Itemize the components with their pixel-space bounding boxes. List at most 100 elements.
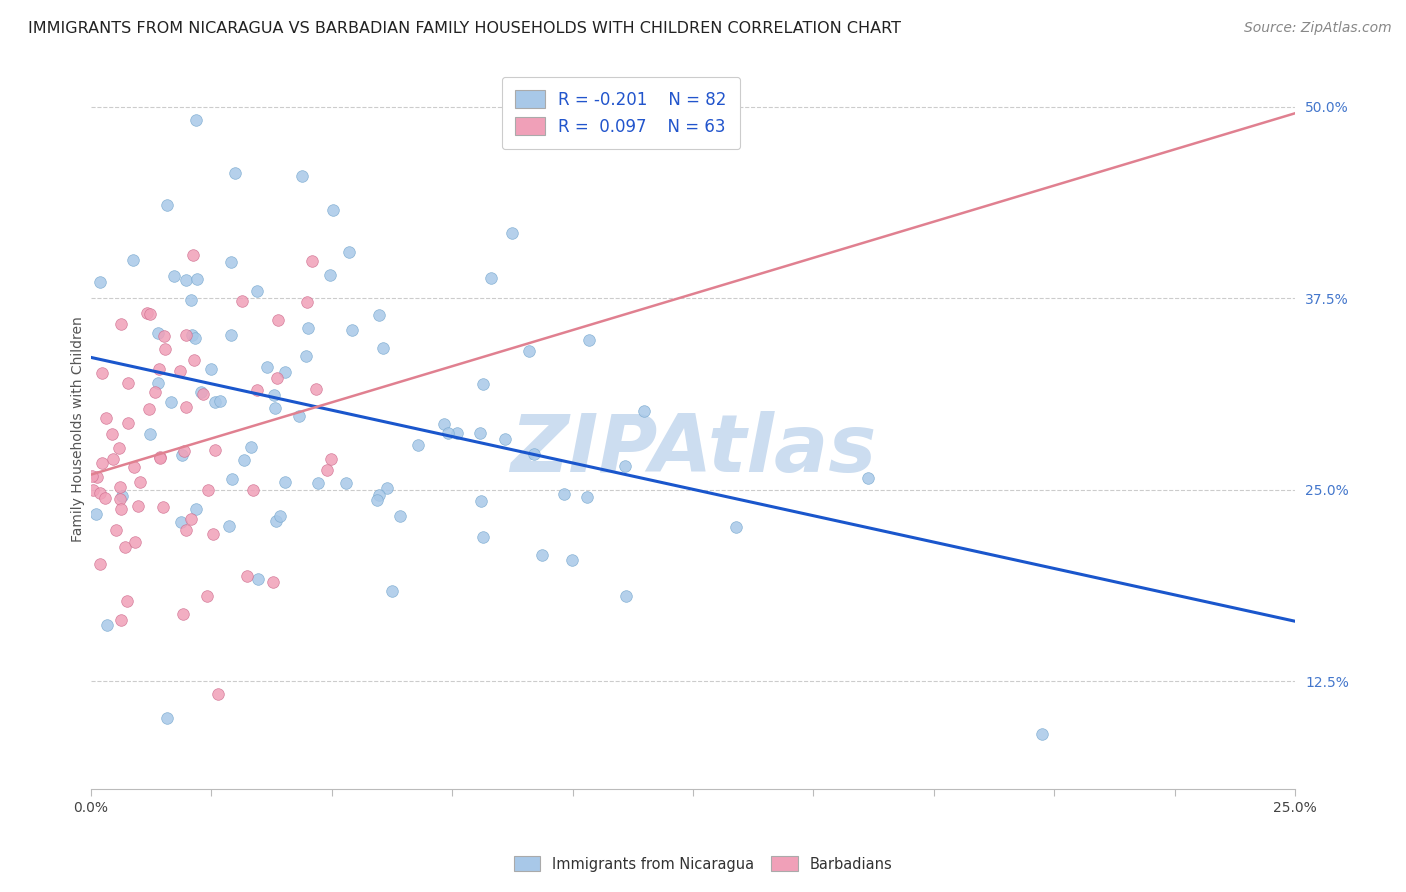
- Point: [242, 483, 264, 498]
- Point: [614, 459, 637, 474]
- Point: [108, 480, 131, 494]
- Point: [110, 501, 132, 516]
- Point: [339, 245, 361, 260]
- Point: [576, 490, 599, 504]
- Point: [89, 486, 111, 500]
- Point: [264, 401, 287, 415]
- Point: [149, 450, 172, 464]
- Point: [207, 687, 229, 701]
- Point: [724, 520, 747, 534]
- Point: [155, 342, 177, 356]
- Point: [108, 491, 131, 506]
- Point: [479, 271, 502, 285]
- Point: [127, 499, 149, 513]
- Point: [436, 425, 458, 440]
- Point: [204, 442, 226, 457]
- Point: [256, 359, 278, 374]
- Point: [614, 589, 637, 603]
- Point: [263, 388, 285, 402]
- Point: [291, 169, 314, 183]
- Point: [110, 317, 132, 331]
- Point: [246, 284, 269, 298]
- Point: [115, 594, 138, 608]
- Point: [218, 519, 240, 533]
- Point: [553, 487, 575, 501]
- Point: [143, 384, 166, 399]
- Point: [200, 361, 222, 376]
- Point: [245, 383, 267, 397]
- Point: [111, 489, 134, 503]
- Point: [501, 226, 523, 240]
- Point: [472, 376, 495, 391]
- Point: [153, 329, 176, 343]
- Point: [530, 548, 553, 562]
- Point: [155, 711, 177, 725]
- Point: [247, 572, 270, 586]
- Point: [183, 248, 205, 262]
- Point: [197, 483, 219, 497]
- Point: [274, 475, 297, 489]
- Point: [301, 254, 323, 268]
- Text: IMMIGRANTS FROM NICARAGUA VS BARBADIAN FAMILY HOUSEHOLDS WITH CHILDREN CORRELATI: IMMIGRANTS FROM NICARAGUA VS BARBADIAN F…: [28, 21, 901, 36]
- Point: [160, 394, 183, 409]
- Y-axis label: Family Households with Children: Family Households with Children: [72, 316, 86, 541]
- Point: [174, 327, 197, 342]
- Point: [273, 365, 295, 379]
- Point: [122, 253, 145, 268]
- Point: [94, 491, 117, 505]
- Point: [578, 333, 600, 347]
- Point: [170, 448, 193, 462]
- Point: [232, 453, 254, 467]
- Point: [96, 618, 118, 632]
- Point: [180, 293, 202, 307]
- Point: [288, 409, 311, 423]
- Text: ZIPAtlas: ZIPAtlas: [510, 411, 876, 489]
- Point: [494, 433, 516, 447]
- Point: [381, 584, 404, 599]
- Point: [204, 395, 226, 409]
- Point: [266, 514, 288, 528]
- Point: [152, 500, 174, 514]
- Point: [148, 326, 170, 340]
- Point: [224, 166, 246, 180]
- Point: [89, 275, 111, 289]
- Point: [523, 447, 546, 461]
- Point: [96, 411, 118, 425]
- Point: [180, 512, 202, 526]
- Point: [163, 268, 186, 283]
- Point: [105, 524, 128, 538]
- Point: [101, 452, 124, 467]
- Point: [471, 530, 494, 544]
- Text: Source: ZipAtlas.com: Source: ZipAtlas.com: [1244, 21, 1392, 35]
- Point: [267, 313, 290, 327]
- Point: [262, 574, 284, 589]
- Point: [408, 437, 430, 451]
- Point: [366, 492, 388, 507]
- Point: [219, 327, 242, 342]
- Point: [307, 475, 329, 490]
- Point: [470, 493, 492, 508]
- Point: [117, 417, 139, 431]
- Point: [138, 401, 160, 416]
- Point: [170, 515, 193, 529]
- Point: [149, 451, 172, 466]
- Point: [184, 113, 207, 128]
- Point: [129, 475, 152, 490]
- Point: [174, 273, 197, 287]
- Point: [148, 362, 170, 376]
- Point: [446, 425, 468, 440]
- Point: [139, 307, 162, 321]
- Point: [304, 383, 326, 397]
- Point: [173, 444, 195, 458]
- Legend: R = -0.201    N = 82, R =  0.097    N = 63: R = -0.201 N = 82, R = 0.097 N = 63: [502, 77, 740, 149]
- Point: [176, 523, 198, 537]
- Point: [183, 331, 205, 345]
- Point: [122, 459, 145, 474]
- Point: [117, 376, 139, 390]
- Legend: Immigrants from Nicaragua, Barbadians: Immigrants from Nicaragua, Barbadians: [508, 850, 898, 878]
- Point: [91, 456, 114, 470]
- Point: [89, 557, 111, 571]
- Point: [148, 376, 170, 391]
- Point: [172, 607, 194, 621]
- Point: [236, 569, 259, 583]
